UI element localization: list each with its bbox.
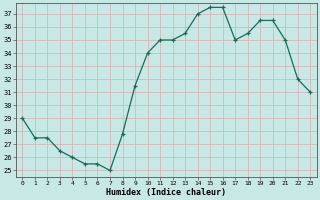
X-axis label: Humidex (Indice chaleur): Humidex (Indice chaleur) bbox=[106, 188, 226, 197]
